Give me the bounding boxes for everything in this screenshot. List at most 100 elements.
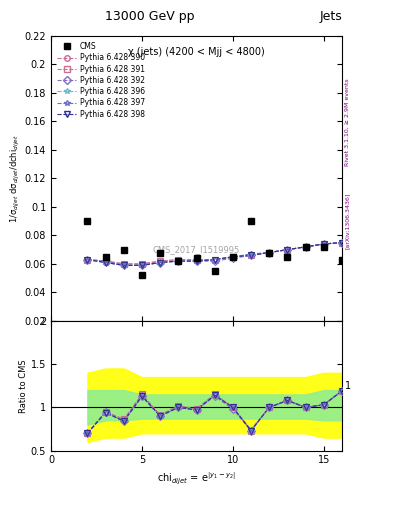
Pythia 6.428 397 xyxy=(231,254,235,260)
Pythia 6.428 398 xyxy=(285,247,290,253)
Pythia 6.428 392 xyxy=(285,247,290,253)
Pythia 6.428 391 xyxy=(85,257,90,263)
Line: Pythia 6.428 396: Pythia 6.428 396 xyxy=(84,240,345,268)
Line: Pythia 6.428 398: Pythia 6.428 398 xyxy=(84,240,345,268)
CMS xyxy=(121,247,126,253)
CMS xyxy=(249,218,253,224)
Pythia 6.428 390 xyxy=(285,247,290,253)
Pythia 6.428 398 xyxy=(212,257,217,263)
Pythia 6.428 392 xyxy=(249,252,253,259)
Pythia 6.428 397 xyxy=(85,257,90,263)
CMS xyxy=(85,218,90,224)
Pythia 6.428 390 xyxy=(267,249,272,255)
Pythia 6.428 391 xyxy=(176,257,181,263)
Pythia 6.428 390 xyxy=(249,252,253,259)
Pythia 6.428 398 xyxy=(158,260,163,266)
Pythia 6.428 398 xyxy=(121,262,126,268)
Y-axis label: Ratio to CMS: Ratio to CMS xyxy=(19,359,28,413)
CMS xyxy=(231,254,235,260)
CMS xyxy=(321,244,326,250)
Pythia 6.428 392 xyxy=(103,258,108,264)
Pythia 6.428 392 xyxy=(194,258,199,264)
Pythia 6.428 390 xyxy=(85,257,90,263)
Pythia 6.428 392 xyxy=(340,240,344,246)
Pythia 6.428 390 xyxy=(231,254,235,260)
Line: CMS: CMS xyxy=(84,218,345,279)
Pythia 6.428 396 xyxy=(176,258,181,264)
CMS xyxy=(285,254,290,260)
Pythia 6.428 396 xyxy=(85,257,90,263)
CMS xyxy=(176,258,181,264)
Text: 1: 1 xyxy=(345,381,351,391)
Pythia 6.428 391 xyxy=(285,247,290,253)
Pythia 6.428 397 xyxy=(303,244,308,250)
Pythia 6.428 397 xyxy=(340,240,344,246)
Pythia 6.428 391 xyxy=(303,244,308,250)
CMS xyxy=(303,244,308,250)
Pythia 6.428 397 xyxy=(212,257,217,263)
Pythia 6.428 390 xyxy=(176,257,181,263)
Pythia 6.428 396 xyxy=(321,241,326,247)
Pythia 6.428 396 xyxy=(231,254,235,260)
Pythia 6.428 398 xyxy=(194,258,199,264)
Pythia 6.428 390 xyxy=(121,261,126,267)
Line: Pythia 6.428 397: Pythia 6.428 397 xyxy=(84,240,345,268)
Pythia 6.428 396 xyxy=(267,249,272,255)
Pythia 6.428 397 xyxy=(194,258,199,264)
Text: Rivet 3.1.10, ≥ 2.9M events: Rivet 3.1.10, ≥ 2.9M events xyxy=(345,79,350,166)
Pythia 6.428 397 xyxy=(158,260,163,266)
Pythia 6.428 396 xyxy=(140,262,144,268)
Pythia 6.428 398 xyxy=(85,257,90,263)
Y-axis label: 1/σ$_{dijet}$ dσ$_{dijet}$/dchi$_{dijet}$: 1/σ$_{dijet}$ dσ$_{dijet}$/dchi$_{dijet}… xyxy=(9,134,22,223)
CMS xyxy=(340,257,344,263)
Line: Pythia 6.428 391: Pythia 6.428 391 xyxy=(84,240,345,267)
Text: χ (jets) (4200 < Mjj < 4800): χ (jets) (4200 < Mjj < 4800) xyxy=(128,47,265,57)
Pythia 6.428 392 xyxy=(267,249,272,255)
Pythia 6.428 397 xyxy=(321,241,326,247)
CMS xyxy=(267,249,272,255)
Pythia 6.428 391 xyxy=(212,257,217,263)
Pythia 6.428 390 xyxy=(140,261,144,267)
Pythia 6.428 398 xyxy=(303,244,308,250)
Pythia 6.428 396 xyxy=(121,262,126,268)
Pythia 6.428 397 xyxy=(121,262,126,268)
Pythia 6.428 397 xyxy=(140,262,144,268)
Pythia 6.428 391 xyxy=(249,252,253,259)
Pythia 6.428 396 xyxy=(340,240,344,246)
Pythia 6.428 391 xyxy=(121,261,126,267)
Pythia 6.428 397 xyxy=(176,258,181,264)
Pythia 6.428 390 xyxy=(212,257,217,263)
Pythia 6.428 397 xyxy=(103,260,108,266)
Pythia 6.428 392 xyxy=(85,257,90,263)
Pythia 6.428 390 xyxy=(103,258,108,264)
Text: Jets: Jets xyxy=(319,10,342,23)
Pythia 6.428 392 xyxy=(121,262,126,268)
Pythia 6.428 390 xyxy=(194,257,199,263)
Pythia 6.428 396 xyxy=(285,247,290,253)
Line: Pythia 6.428 392: Pythia 6.428 392 xyxy=(84,240,345,268)
Pythia 6.428 391 xyxy=(103,258,108,264)
Pythia 6.428 390 xyxy=(340,240,344,246)
Pythia 6.428 391 xyxy=(194,257,199,263)
Pythia 6.428 397 xyxy=(285,247,290,253)
CMS xyxy=(140,272,144,279)
Text: 13000 GeV pp: 13000 GeV pp xyxy=(105,10,194,23)
Text: CMS_2017_I1519995: CMS_2017_I1519995 xyxy=(153,245,240,254)
Pythia 6.428 398 xyxy=(103,260,108,266)
Pythia 6.428 392 xyxy=(140,262,144,268)
Pythia 6.428 396 xyxy=(194,258,199,264)
Pythia 6.428 391 xyxy=(158,258,163,264)
Pythia 6.428 392 xyxy=(321,241,326,247)
Pythia 6.428 396 xyxy=(303,244,308,250)
Pythia 6.428 392 xyxy=(303,244,308,250)
Pythia 6.428 391 xyxy=(231,254,235,260)
Legend: CMS, Pythia 6.428 390, Pythia 6.428 391, Pythia 6.428 392, Pythia 6.428 396, Pyt: CMS, Pythia 6.428 390, Pythia 6.428 391,… xyxy=(55,39,147,121)
Pythia 6.428 392 xyxy=(158,260,163,266)
CMS xyxy=(158,249,163,255)
CMS xyxy=(212,268,217,274)
Pythia 6.428 392 xyxy=(176,258,181,264)
X-axis label: chi$_{dijet}$ = e$^{|y_1 - y_2|}$: chi$_{dijet}$ = e$^{|y_1 - y_2|}$ xyxy=(157,471,236,487)
Text: [arXiv:1306.3436]: [arXiv:1306.3436] xyxy=(345,193,350,249)
Pythia 6.428 398 xyxy=(321,241,326,247)
Pythia 6.428 397 xyxy=(249,251,253,257)
